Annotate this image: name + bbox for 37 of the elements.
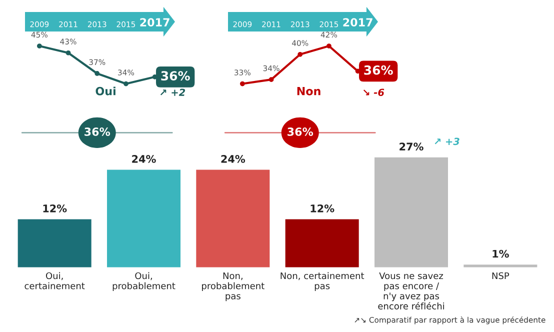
bar [106, 168, 182, 268]
x-tick-label: 2017 [140, 18, 170, 27]
x-tick-label: 2017 [343, 18, 372, 27]
x-tick-label: Vous ne savez pas encore / n'y avez pas encore réfléchi [378, 272, 444, 310]
point [326, 44, 332, 48]
data-label: 12% [43, 204, 67, 212]
data-label: 24% [132, 155, 156, 163]
bar [462, 263, 539, 268]
bar [284, 218, 360, 268]
point [268, 77, 274, 82]
x-tick-label: Oui, probablement [112, 272, 176, 292]
data-label: 24% [221, 155, 246, 163]
point [94, 71, 100, 76]
text: ↗ +2 [160, 88, 186, 96]
x-tick-label: Oui, certainement [24, 272, 85, 290]
data-label: 1% [492, 250, 509, 258]
point [240, 81, 245, 86]
annotation: ↗ +3 [434, 138, 460, 146]
point [124, 81, 128, 86]
text: 36% [84, 128, 110, 136]
data-label: 36% [364, 65, 393, 75]
data-label: 12% [310, 204, 334, 212]
x-tick-label: Non, certainement pas [280, 272, 364, 292]
bar [373, 156, 450, 268]
text: Non [297, 87, 320, 96]
data-label: 27% [400, 142, 424, 151]
bar [16, 218, 93, 268]
x-tick-label: Non, probablement pas [202, 272, 264, 302]
text: ↘ -6 [363, 88, 384, 96]
point [298, 52, 303, 57]
point [36, 44, 42, 48]
bar [194, 168, 272, 268]
x-tick-label: NSP [492, 272, 510, 280]
text: 36% [288, 128, 314, 136]
data-label: 36% [161, 71, 190, 81]
point [66, 50, 71, 56]
series-label: Oui [96, 86, 116, 96]
